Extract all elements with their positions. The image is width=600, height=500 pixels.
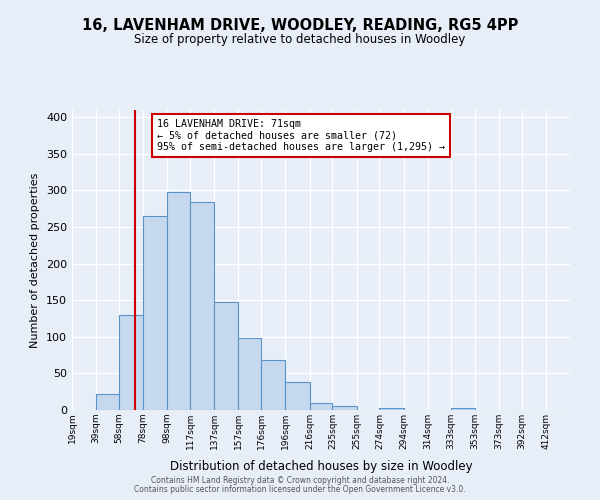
Bar (238, 338, 262, 410)
Bar (286, 382, 310, 410)
Bar (167, 192, 190, 410)
Bar (262, 360, 286, 410)
Text: Contains HM Land Registry data © Crown copyright and database right 2024.: Contains HM Land Registry data © Crown c… (151, 476, 449, 485)
Text: Size of property relative to detached houses in Woodley: Size of property relative to detached ho… (134, 32, 466, 46)
Bar (451, 408, 475, 410)
Bar (214, 302, 238, 410)
Text: 16, LAVENHAM DRIVE, WOODLEY, READING, RG5 4PP: 16, LAVENHAM DRIVE, WOODLEY, READING, RG… (82, 18, 518, 32)
X-axis label: Distribution of detached houses by size in Woodley: Distribution of detached houses by size … (170, 460, 472, 473)
Bar (96, 394, 119, 410)
Bar (379, 408, 404, 410)
Bar (310, 402, 332, 410)
Bar (119, 315, 143, 410)
Text: 16 LAVENHAM DRIVE: 71sqm
← 5% of detached houses are smaller (72)
95% of semi-de: 16 LAVENHAM DRIVE: 71sqm ← 5% of detache… (157, 119, 445, 152)
Y-axis label: Number of detached properties: Number of detached properties (31, 172, 40, 348)
Bar (332, 406, 356, 410)
Bar (143, 216, 167, 410)
Text: Contains public sector information licensed under the Open Government Licence v3: Contains public sector information licen… (134, 485, 466, 494)
Bar (190, 202, 214, 410)
